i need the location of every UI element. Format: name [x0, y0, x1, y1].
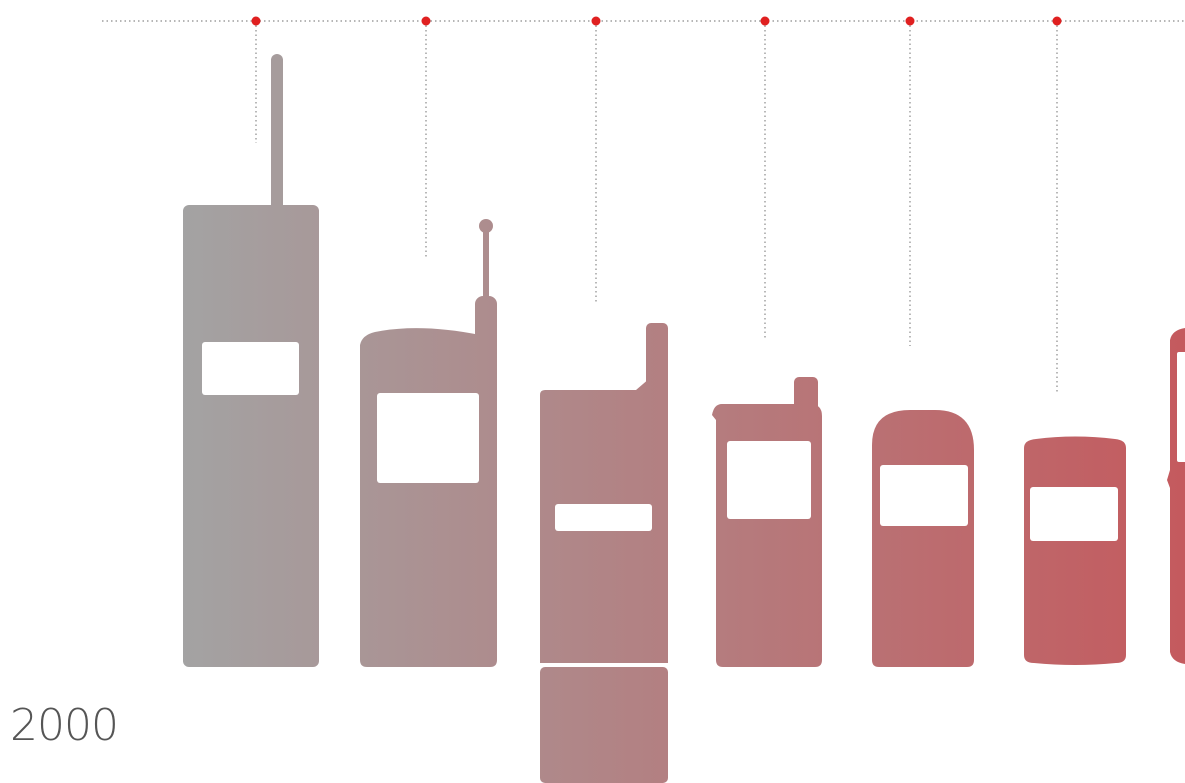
stub-antenna-phone-icon: [712, 377, 822, 667]
timeline-marker: [421, 16, 431, 26]
cropped-phone-icon: [1167, 328, 1185, 664]
year-label: 2000: [10, 700, 119, 751]
bag-phone-icon: [360, 219, 497, 667]
timeline-marker: [760, 16, 770, 26]
timeline-marker: [1052, 16, 1062, 26]
timeline-marker: [591, 16, 601, 26]
timeline-markers: [251, 16, 1062, 26]
phone-silhouettes: [183, 54, 1185, 783]
brick-phone-icon: [183, 54, 319, 667]
rounded-candybar-phone-icon: [872, 410, 974, 667]
flip-phone-icon: [540, 323, 668, 783]
timeline-marker: [905, 16, 915, 26]
timeline-marker: [251, 16, 261, 26]
compact-candybar-phone-icon: [1024, 436, 1126, 665]
timeline-connectors: [255, 21, 1058, 393]
